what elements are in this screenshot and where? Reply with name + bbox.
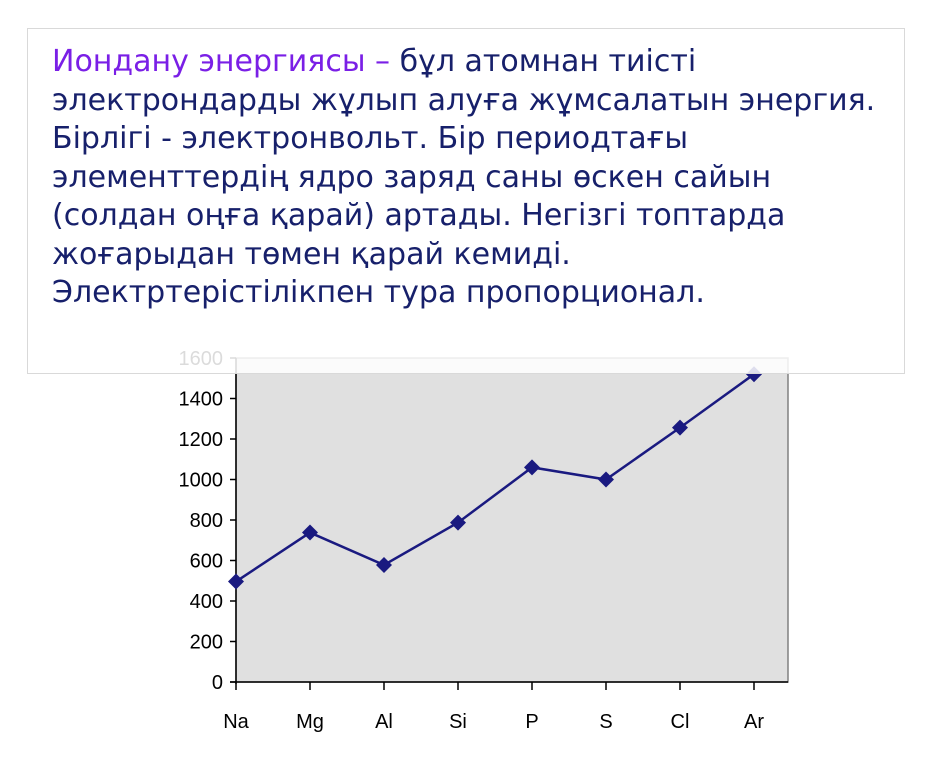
x-tick-label: Si — [449, 711, 467, 733]
data-point-marker — [598, 471, 614, 488]
y-tick-label: 400 — [190, 591, 223, 613]
y-tick-label: 800 — [190, 510, 223, 532]
plot-area — [235, 357, 789, 683]
data-point-marker — [524, 459, 540, 476]
data-point-marker — [672, 419, 688, 436]
y-tick-label: 600 — [190, 551, 223, 573]
definition-body: бұл атомнан тиісті электрондарды жұлып а… — [52, 44, 876, 310]
x-tick-label: Na — [223, 711, 249, 733]
definition-term: Иондану энергиясы – — [52, 44, 391, 79]
y-tick-label: 1000 — [179, 470, 224, 492]
definition-text: Иондану энергиясы – бұл атомнан тиісті э… — [52, 43, 884, 313]
x-tick-label: S — [599, 711, 612, 733]
data-point-marker — [376, 556, 392, 573]
y-tick-label: 1400 — [179, 389, 224, 411]
x-tick-label: Cl — [671, 711, 690, 733]
x-tick-label: Ar — [744, 711, 764, 733]
data-point-marker — [228, 573, 244, 590]
data-point-marker — [302, 524, 318, 541]
data-point-marker — [450, 514, 466, 531]
x-tick-label: P — [525, 711, 538, 733]
series-layer — [228, 366, 762, 590]
y-tick-label: 0 — [212, 672, 223, 694]
x-tick-label: Al — [375, 711, 393, 733]
x-tick-label: Mg — [296, 711, 324, 733]
series-line — [235, 373, 755, 583]
y-tick-label: 1200 — [179, 429, 224, 451]
y-tick-label: 200 — [190, 632, 223, 654]
definition-text-box: Иондану энергиясы – бұл атомнан тиісті э… — [27, 28, 905, 374]
